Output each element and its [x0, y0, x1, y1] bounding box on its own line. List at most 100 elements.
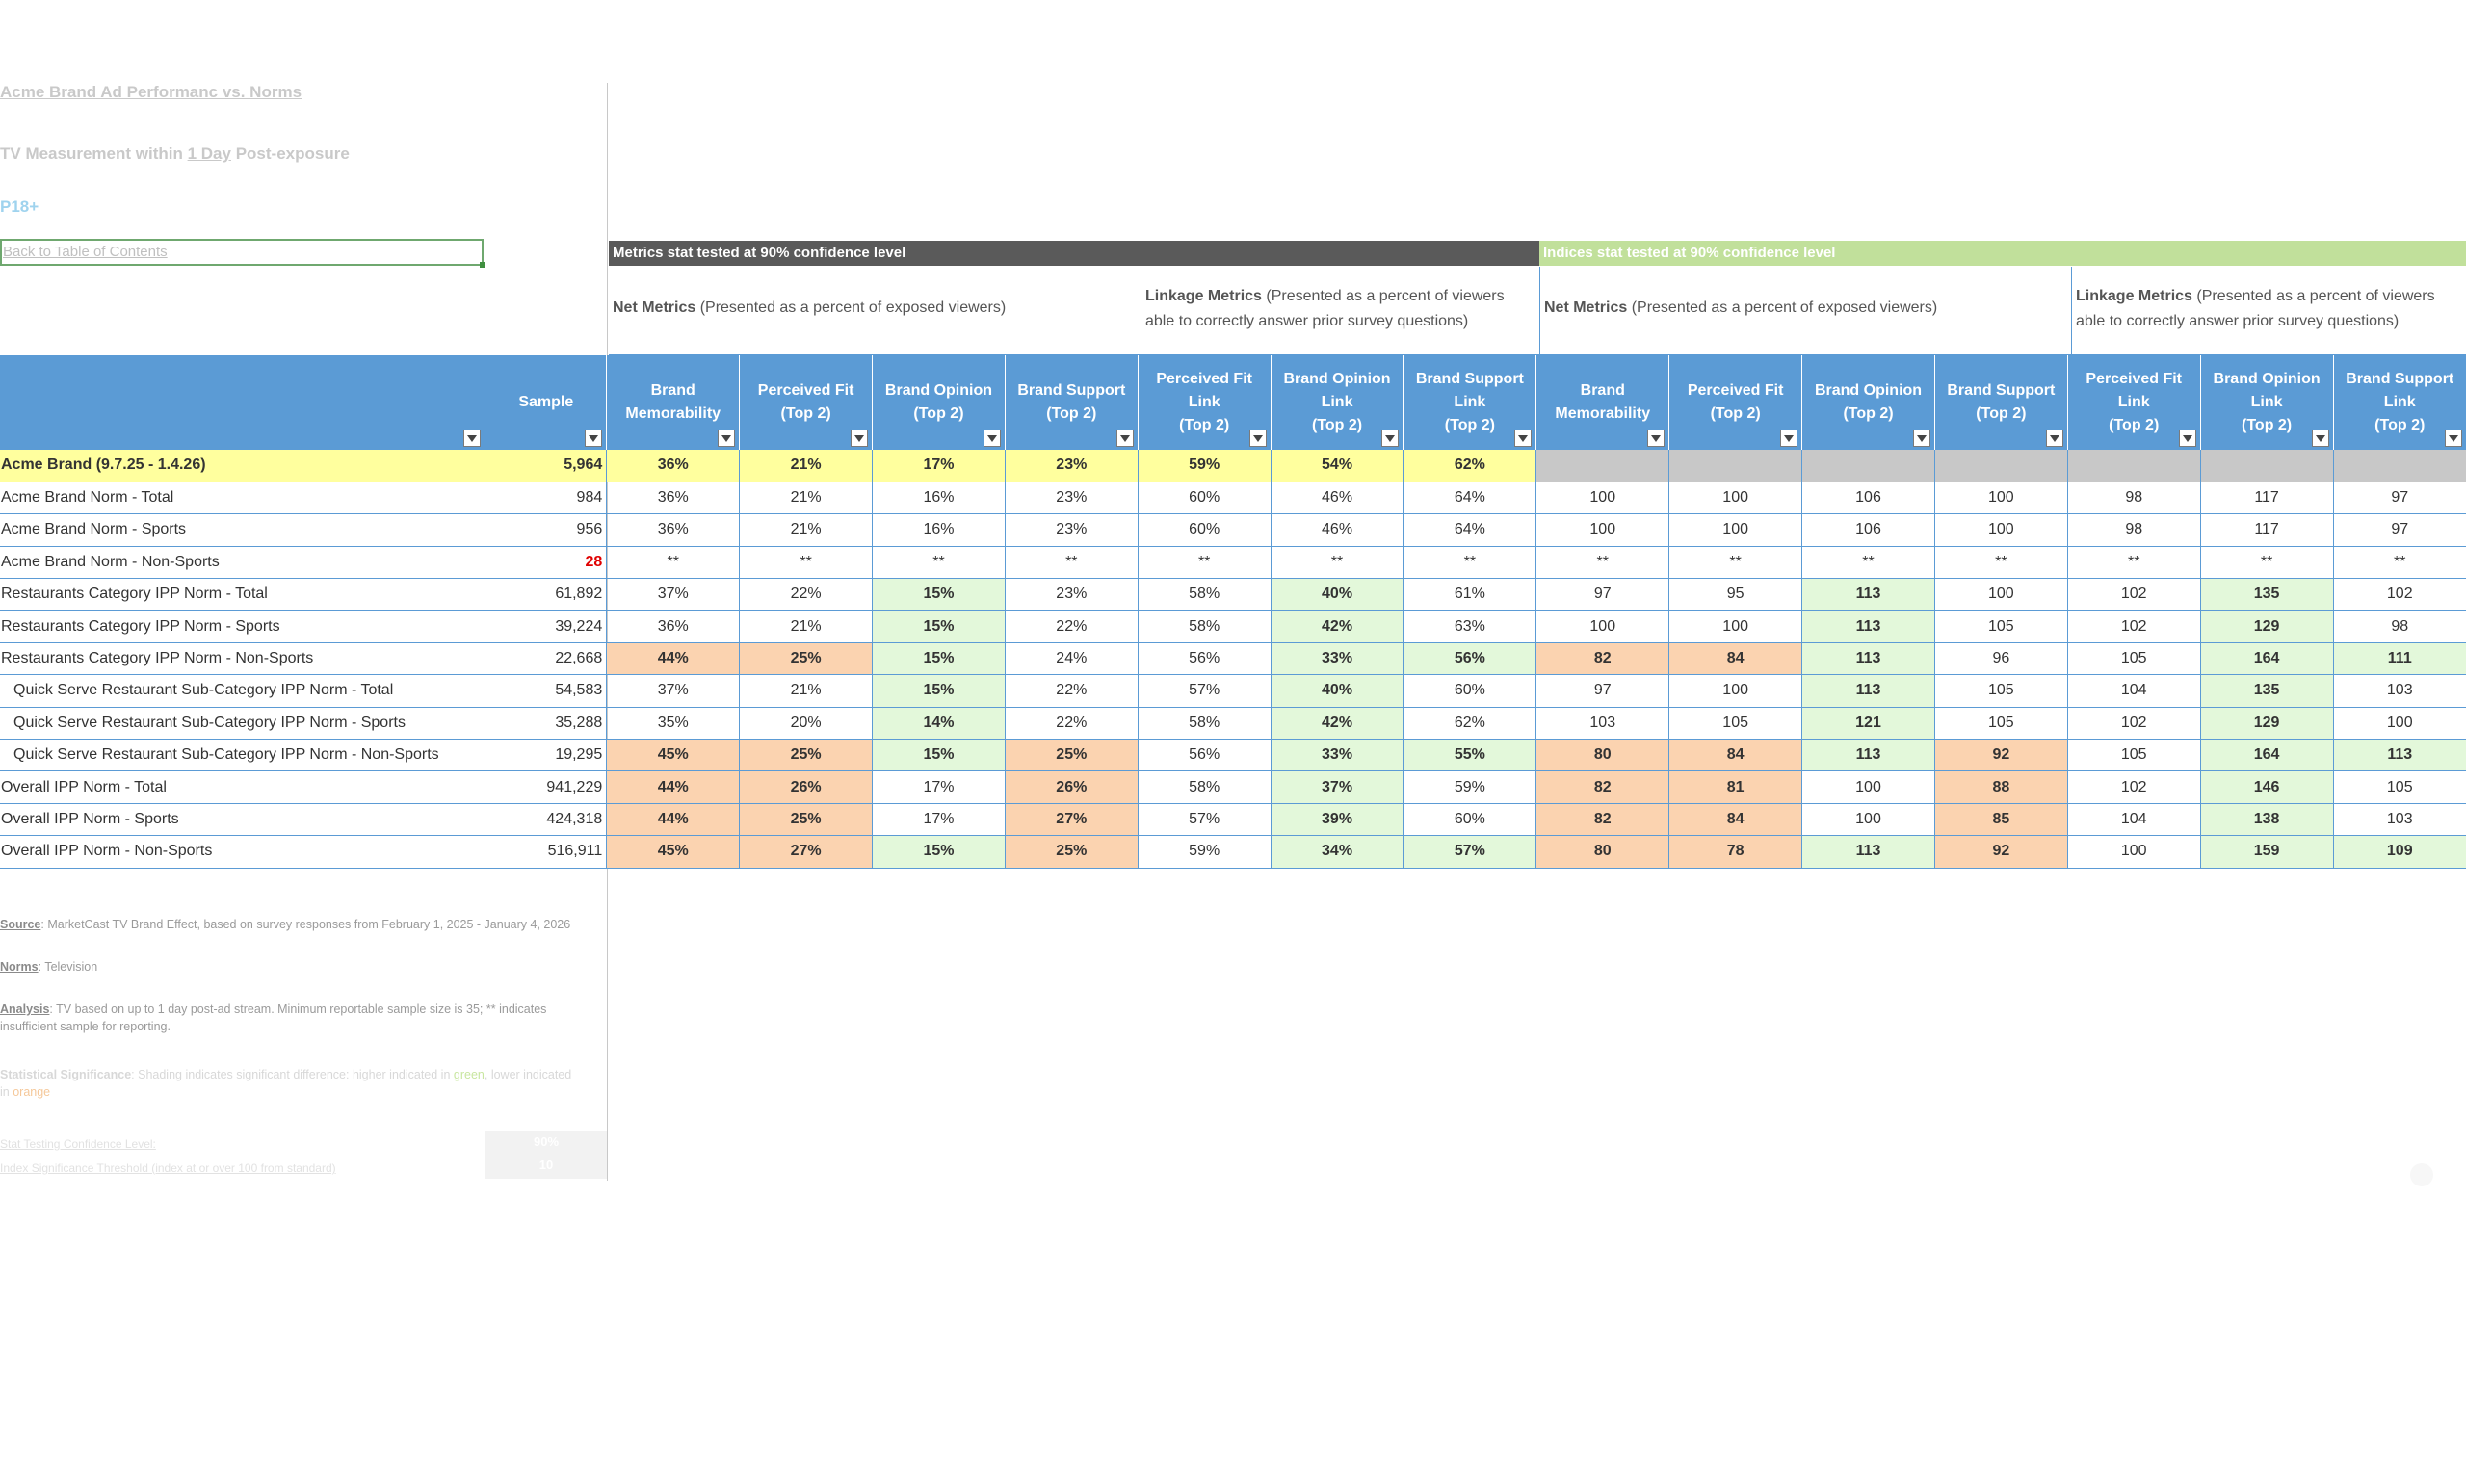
metric-cell[interactable]: 25% — [1004, 739, 1139, 772]
index-cell[interactable]: 100 — [1535, 482, 1669, 515]
index-cell[interactable]: 138 — [2199, 803, 2333, 837]
row-label[interactable]: Overall IPP Norm - Sports — [0, 803, 485, 837]
metric-cell[interactable]: 36% — [606, 482, 740, 515]
metric-cell[interactable]: 37% — [606, 578, 740, 612]
metric-cell[interactable]: ** — [1004, 546, 1139, 580]
index-cell[interactable]: 105 — [2332, 770, 2466, 804]
metric-cell[interactable]: 57% — [1137, 803, 1272, 837]
metric-cell[interactable]: 44% — [606, 642, 740, 676]
index-cell[interactable] — [2332, 450, 2466, 482]
metric-cell[interactable]: 55% — [1403, 739, 1536, 772]
index-cell[interactable]: 159 — [2199, 835, 2333, 869]
sample-cell[interactable]: 19,295 — [485, 739, 607, 772]
metric-cell[interactable]: 57% — [1403, 835, 1536, 869]
index-cell[interactable] — [1801, 450, 1935, 482]
metric-cell[interactable]: 23% — [1004, 482, 1139, 515]
metric-cell[interactable]: 60% — [1403, 803, 1536, 837]
back-to-toc-link[interactable]: Back to Table of Contents — [0, 239, 485, 268]
index-cell[interactable]: 82 — [1535, 642, 1669, 676]
filter-dropdown-icon[interactable] — [1514, 430, 1533, 447]
metric-cell[interactable]: 60% — [1137, 482, 1272, 515]
index-cell[interactable]: 105 — [2066, 642, 2201, 676]
index-cell[interactable]: 106 — [1801, 482, 1935, 515]
metric-cell[interactable]: 21% — [739, 610, 873, 643]
metric-cell[interactable]: 20% — [739, 707, 873, 741]
index-cell[interactable]: 102 — [2066, 578, 2201, 612]
index-cell[interactable]: 98 — [2066, 513, 2201, 547]
filter-dropdown-icon[interactable] — [2045, 430, 2063, 447]
index-cell[interactable]: 117 — [2199, 513, 2333, 547]
filter-dropdown-icon[interactable] — [1381, 430, 1400, 447]
index-cell[interactable] — [2199, 450, 2333, 482]
metric-cell[interactable]: 23% — [1004, 450, 1139, 482]
metric-cell[interactable]: 58% — [1137, 610, 1272, 643]
metric-cell[interactable]: 17% — [872, 450, 1006, 482]
row-label[interactable]: Restaurants Category IPP Norm - Sports — [0, 610, 485, 643]
row-label[interactable]: Overall IPP Norm - Non-Sports — [0, 835, 485, 869]
index-cell[interactable]: 105 — [1933, 674, 2068, 708]
index-cell[interactable]: 129 — [2199, 610, 2333, 643]
sample-cell[interactable]: 35,288 — [485, 707, 607, 741]
index-cell[interactable]: 97 — [2332, 482, 2466, 515]
index-threshold-value[interactable]: 10 — [538, 1158, 554, 1172]
index-cell[interactable]: 78 — [1668, 835, 1802, 869]
metric-cell[interactable]: 58% — [1137, 707, 1272, 741]
index-cell[interactable]: 135 — [2199, 674, 2333, 708]
index-cell[interactable]: 98 — [2066, 482, 2201, 515]
metric-cell[interactable]: 17% — [872, 770, 1006, 804]
index-cell[interactable]: 97 — [1535, 578, 1669, 612]
metric-cell[interactable]: 36% — [606, 450, 740, 482]
row-label[interactable]: Restaurants Category IPP Norm - Non-Spor… — [0, 642, 485, 676]
index-cell[interactable]: 100 — [1668, 674, 1802, 708]
metric-cell[interactable]: 25% — [739, 739, 873, 772]
index-cell[interactable]: 105 — [1933, 610, 2068, 643]
metric-cell[interactable]: 62% — [1403, 450, 1536, 482]
index-cell[interactable]: 82 — [1535, 803, 1669, 837]
table-row[interactable]: Quick Serve Restaurant Sub-Category IPP … — [0, 674, 2466, 708]
metric-cell[interactable]: 33% — [1270, 642, 1404, 676]
index-cell[interactable]: ** — [1801, 546, 1935, 580]
index-cell[interactable]: ** — [1668, 546, 1802, 580]
metric-cell[interactable]: 16% — [872, 482, 1006, 515]
row-label[interactable]: Quick Serve Restaurant Sub-Category IPP … — [0, 674, 485, 708]
index-cell[interactable]: 100 — [1668, 482, 1802, 515]
filter-dropdown-icon[interactable] — [585, 430, 603, 447]
metric-cell[interactable]: 21% — [739, 450, 873, 482]
index-cell[interactable] — [1535, 450, 1669, 482]
row-label[interactable]: Acme Brand Norm - Non-Sports — [0, 546, 485, 580]
index-cell[interactable]: ** — [1933, 546, 2068, 580]
sample-cell[interactable]: 39,224 — [485, 610, 607, 643]
metric-cell[interactable]: 33% — [1270, 739, 1404, 772]
index-cell[interactable]: 84 — [1668, 642, 1802, 676]
metric-cell[interactable]: 56% — [1137, 739, 1272, 772]
metric-cell[interactable]: ** — [606, 546, 740, 580]
sample-cell[interactable]: 61,892 — [485, 578, 607, 612]
index-cell[interactable]: 164 — [2199, 739, 2333, 772]
sample-cell[interactable]: 984 — [485, 482, 607, 515]
metric-cell[interactable]: 37% — [1270, 770, 1404, 804]
row-label[interactable]: Acme Brand (9.7.25 - 1.4.26) — [0, 450, 485, 482]
table-row[interactable]: Restaurants Category IPP Norm - Sports 39… — [0, 610, 2466, 643]
index-cell[interactable]: 100 — [1668, 513, 1802, 547]
metric-cell[interactable]: 56% — [1403, 642, 1536, 676]
table-row[interactable]: Acme Brand Norm - Non-Sports 28 ** ** ** ** **… — [0, 546, 2466, 580]
filter-dropdown-icon[interactable] — [718, 430, 736, 447]
filter-dropdown-icon[interactable] — [1780, 430, 1798, 447]
metric-cell[interactable]: 15% — [872, 835, 1006, 869]
metric-cell[interactable]: 36% — [606, 610, 740, 643]
index-cell[interactable]: 111 — [2332, 642, 2466, 676]
metric-cell[interactable]: 23% — [1004, 578, 1139, 612]
index-cell[interactable]: 113 — [1801, 739, 1935, 772]
metric-cell[interactable]: ** — [1137, 546, 1272, 580]
index-cell[interactable]: 100 — [1668, 610, 1802, 643]
filter-dropdown-icon[interactable] — [463, 430, 482, 447]
table-row[interactable]: Acme Brand Norm - Total 984 36% 21% 16% 23% 60… — [0, 482, 2466, 515]
index-cell[interactable]: 113 — [2332, 739, 2466, 772]
index-cell[interactable]: 102 — [2066, 707, 2201, 741]
metric-cell[interactable]: 60% — [1137, 513, 1272, 547]
metric-cell[interactable]: 39% — [1270, 803, 1404, 837]
index-cell[interactable]: 100 — [1535, 513, 1669, 547]
index-cell[interactable]: 96 — [1933, 642, 2068, 676]
measurement-window-link[interactable]: 1 Day — [187, 144, 231, 163]
cell-fill-handle[interactable] — [480, 262, 485, 268]
